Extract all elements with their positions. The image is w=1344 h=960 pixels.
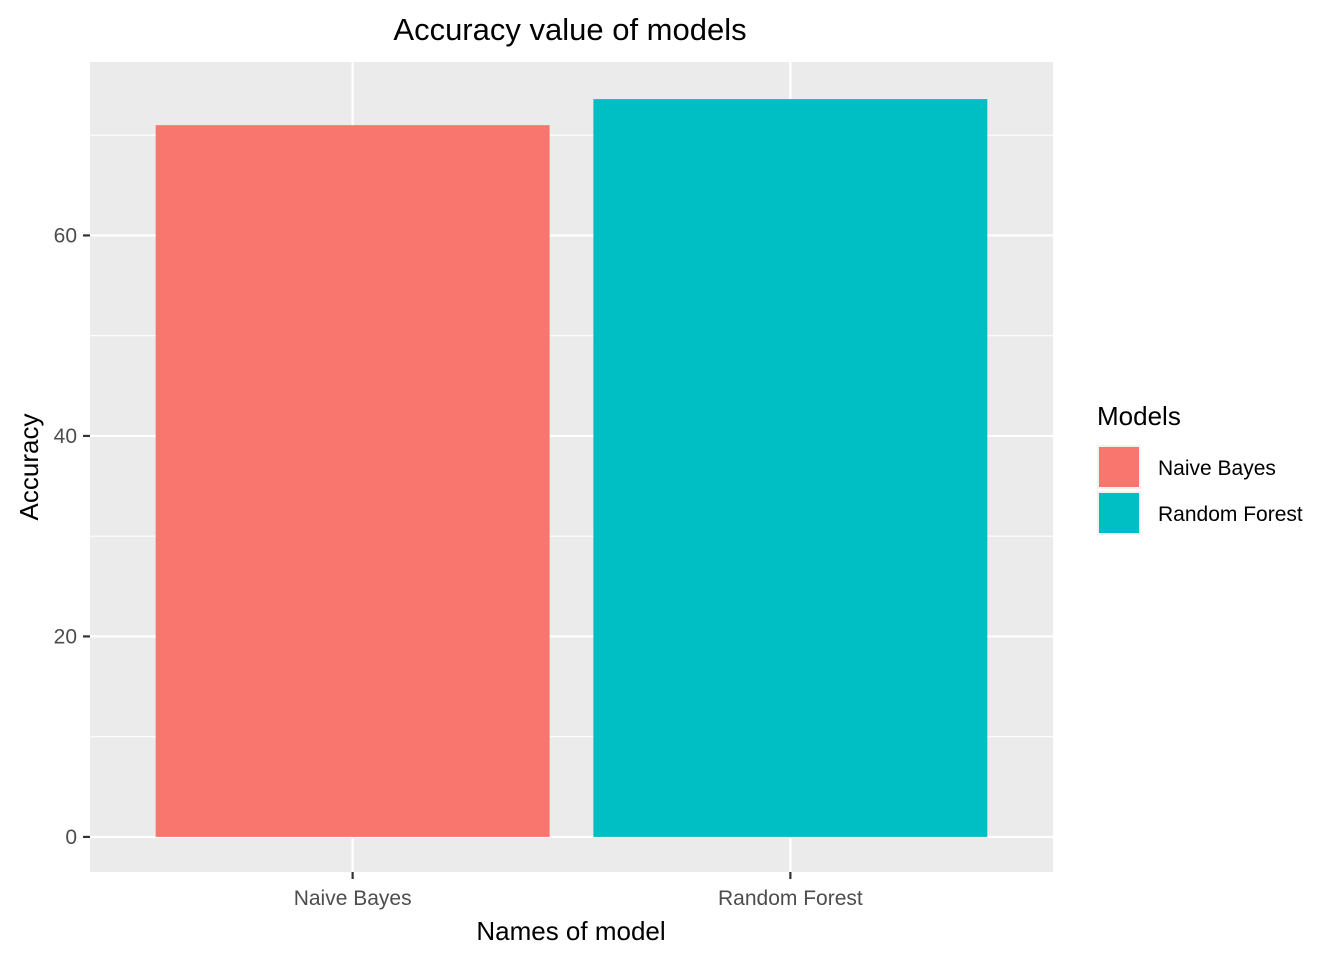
bar-naive-bayes [155, 125, 550, 837]
bar-random-forest [593, 99, 988, 837]
legend-swatch [1099, 493, 1139, 533]
y-axis-ticks: 0 20 40 60 [54, 224, 90, 849]
x-axis-ticks: Naive Bayes Random Forest [294, 872, 863, 910]
legend: Models Naive Bayes Random Forest [1097, 401, 1303, 535]
legend-swatch [1099, 447, 1139, 487]
bars [155, 99, 988, 837]
x-axis-title: Names of model [476, 916, 665, 946]
y-tick-label: 40 [54, 425, 77, 448]
legend-title: Models [1097, 401, 1181, 431]
legend-label: Random Forest [1158, 503, 1303, 526]
x-tick-label: Random Forest [718, 887, 863, 910]
y-tick-label: 0 [65, 826, 77, 849]
y-tick-label: 60 [54, 224, 77, 247]
chart-title: Accuracy value of models [393, 12, 746, 47]
y-axis-title: Accuracy [14, 414, 44, 521]
y-tick-label: 20 [54, 625, 77, 648]
x-tick-label: Naive Bayes [294, 887, 412, 910]
legend-label: Naive Bayes [1158, 457, 1276, 480]
